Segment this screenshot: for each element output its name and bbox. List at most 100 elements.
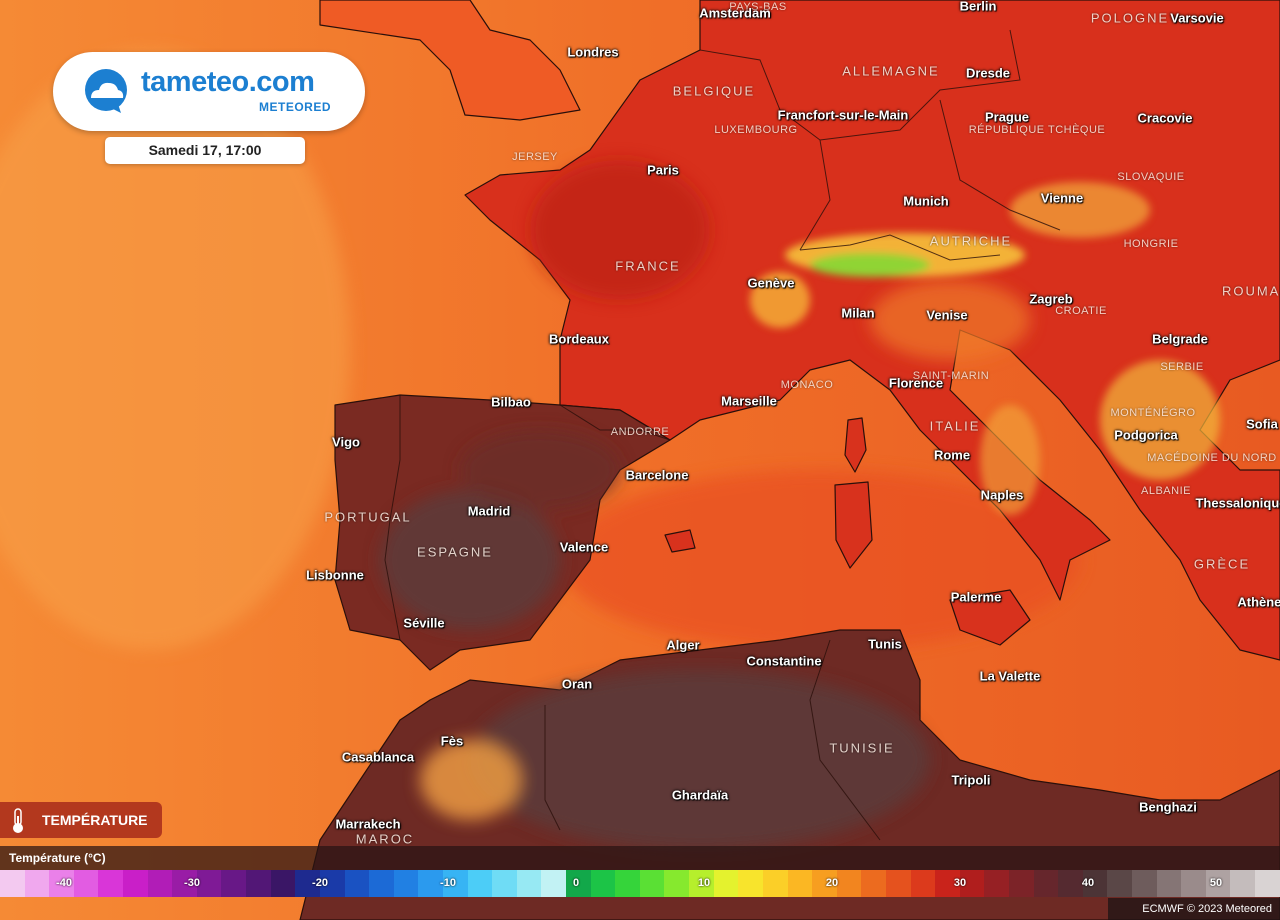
legend-swatch xyxy=(615,870,640,897)
city-label: Amsterdam xyxy=(699,5,771,21)
city-label: Thessalonique xyxy=(1195,495,1280,511)
legend-swatch xyxy=(369,870,394,897)
legend-swatch xyxy=(1255,870,1280,897)
cloud-logo-icon xyxy=(85,69,127,113)
city-label: Tripoli xyxy=(951,772,991,788)
region-label: JERSEY xyxy=(512,151,558,163)
city-label: Belgrade xyxy=(1152,331,1208,347)
city-label: Naples xyxy=(980,487,1024,503)
city-label: Séville xyxy=(403,615,445,631)
country-label: AUTRICHE xyxy=(929,233,1013,249)
legend-swatch xyxy=(344,870,370,897)
city-label: Londres xyxy=(567,44,619,60)
city-label: Cracovie xyxy=(1137,110,1193,126)
region-label: CROATIE xyxy=(1055,305,1107,317)
layer-label: TEMPÉRATURE xyxy=(42,812,148,828)
legend-swatch xyxy=(295,870,320,897)
legend-swatch xyxy=(639,870,665,897)
city-label: Fès xyxy=(440,733,464,749)
city-label: Venise xyxy=(926,307,968,323)
city-label: Ghardaïa xyxy=(671,787,729,803)
city-label: Florence xyxy=(888,375,944,391)
legend-swatch xyxy=(664,870,690,897)
legend-swatch xyxy=(24,870,50,897)
credit-text: ECMWF © 2023 Meteored xyxy=(1142,903,1272,915)
legend-swatch xyxy=(1107,870,1133,897)
legend-swatch xyxy=(787,870,813,897)
legend-swatch xyxy=(1205,870,1231,897)
city-label: Bilbao xyxy=(491,394,531,410)
region-label: RÉPUBLIQUE TCHÈQUE xyxy=(968,124,1106,136)
country-label: ESPAGNE xyxy=(417,544,493,560)
city-label: Bordeaux xyxy=(549,331,609,347)
city-label: Milan xyxy=(841,305,875,321)
legend-tick: 0 xyxy=(572,877,580,889)
country-label: MAROC xyxy=(355,831,415,847)
legend-header: Température (°C) xyxy=(0,846,1280,870)
city-label: Lisbonne xyxy=(306,567,364,583)
legend-tick: -30 xyxy=(184,877,200,889)
brand-name: tameteo.com xyxy=(141,66,315,98)
city-label: Benghazi xyxy=(1139,799,1197,815)
city-label: Sofia xyxy=(1246,416,1278,432)
region-label: SAINT-MARIN xyxy=(912,370,990,382)
city-label: Oran xyxy=(561,676,593,692)
legend-swatch xyxy=(590,870,616,897)
legend-swatch xyxy=(935,870,960,897)
temperature-layer-button[interactable]: TEMPÉRATURE xyxy=(0,802,162,838)
legend-title: Température (°C) xyxy=(9,851,106,865)
region-label: SERBIE xyxy=(1160,361,1204,373)
temperature-legend: -40 -30 -20 -10 0 10 20 30 40 50 xyxy=(0,870,1280,897)
legend-swatch xyxy=(762,870,788,897)
legend-swatch xyxy=(861,870,886,897)
legend-swatch xyxy=(196,870,222,897)
city-label: Marrakech xyxy=(335,816,401,832)
thermometer-icon xyxy=(13,808,23,833)
country-label: ITALIE xyxy=(929,418,981,434)
city-label: La Valette xyxy=(979,668,1041,684)
legend-tick: -20 xyxy=(312,877,328,889)
region-label: MONACO xyxy=(780,379,834,391)
legend-swatch xyxy=(393,870,419,897)
city-label: Casablanca xyxy=(341,749,415,765)
legend-tick: -40 xyxy=(56,877,72,889)
region-label: LUXEMBOURG xyxy=(714,124,798,136)
city-label: Francfort-sur-le-Main xyxy=(777,107,909,123)
legend-swatch xyxy=(467,870,493,897)
city-label: Alger xyxy=(666,637,700,653)
forecast-time[interactable]: Samedi 17, 17:00 xyxy=(105,137,305,164)
legend-swatch xyxy=(516,870,542,897)
city-label: Prague xyxy=(984,109,1030,125)
legend-swatch xyxy=(1156,870,1182,897)
brand-logo[interactable]: tameteo.com METEORED xyxy=(53,52,365,131)
legend-swatch xyxy=(1230,870,1256,897)
legend-swatch xyxy=(1181,870,1206,897)
city-label: Constantine xyxy=(746,653,822,669)
legend-swatch xyxy=(73,870,99,897)
legend-swatch xyxy=(812,870,837,897)
country-label: BELGIQUE xyxy=(672,83,756,99)
country-label: POLOGNE xyxy=(1090,10,1170,26)
region-label: ALBANIE xyxy=(1141,485,1191,497)
legend-swatch xyxy=(1008,870,1034,897)
region-label: PAYS-BAS xyxy=(729,1,787,13)
legend-swatch xyxy=(566,870,591,897)
city-label: Valence xyxy=(559,539,609,555)
region-label: MONTÉNÉGRO xyxy=(1110,407,1196,419)
legend-swatch xyxy=(49,870,74,897)
legend-tick: 20 xyxy=(825,877,839,889)
legend-swatch xyxy=(713,870,739,897)
city-label: Marseille xyxy=(721,393,777,409)
legend-tick: 40 xyxy=(1081,877,1095,889)
city-label: Vigo xyxy=(332,434,360,450)
legend-tick: 10 xyxy=(697,877,711,889)
legend-swatch xyxy=(541,870,567,897)
legend-swatch xyxy=(959,870,985,897)
region-label: SLOVAQUIE xyxy=(1117,171,1185,183)
country-label: FRANCE xyxy=(615,258,681,274)
legend-swatch xyxy=(319,870,345,897)
city-label: Varsovie xyxy=(1170,10,1224,26)
legend-swatch xyxy=(689,870,714,897)
legend-swatch xyxy=(270,870,296,897)
city-label: Zagreb xyxy=(1029,291,1073,307)
